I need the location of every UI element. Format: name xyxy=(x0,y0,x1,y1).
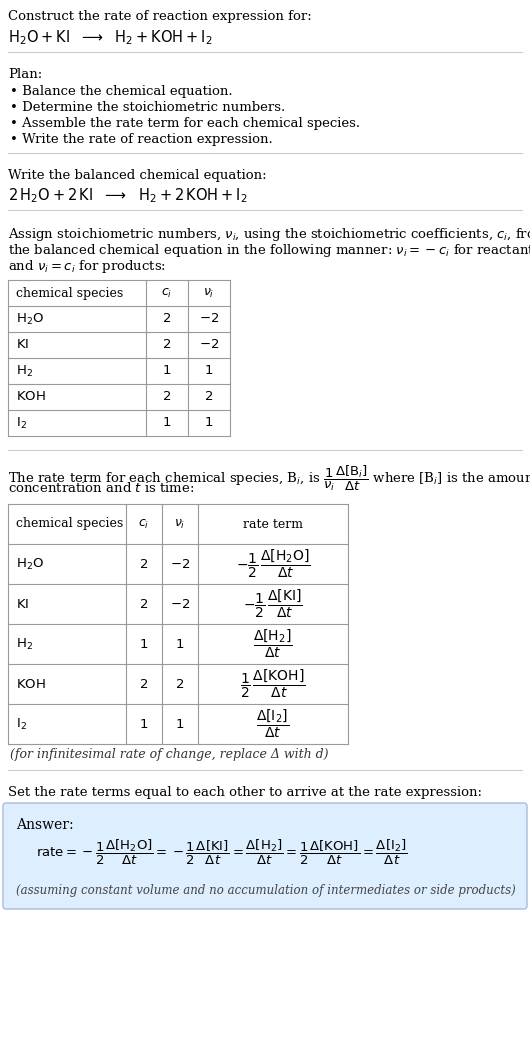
Text: $\mathrm{H_2}$: $\mathrm{H_2}$ xyxy=(16,637,33,651)
Text: concentration and $t$ is time:: concentration and $t$ is time: xyxy=(8,481,195,495)
Text: $\mathrm{KOH}$: $\mathrm{KOH}$ xyxy=(16,391,46,403)
Text: $\mathrm{I_2}$: $\mathrm{I_2}$ xyxy=(16,717,27,731)
Text: $\nu_i$: $\nu_i$ xyxy=(204,287,215,299)
Text: 2: 2 xyxy=(163,339,171,351)
Text: $\mathrm{I_2}$: $\mathrm{I_2}$ xyxy=(16,416,27,430)
Text: $\mathrm{KI}$: $\mathrm{KI}$ xyxy=(16,597,29,611)
Text: 2: 2 xyxy=(205,391,213,403)
FancyBboxPatch shape xyxy=(3,803,527,909)
Text: $\dfrac{\Delta[\mathrm{H_2}]}{\Delta t}$: $\dfrac{\Delta[\mathrm{H_2}]}{\Delta t}$ xyxy=(253,628,293,661)
Text: $\mathrm{rate} = -\dfrac{1}{2}\dfrac{\Delta[\mathrm{H_2O}]}{\Delta t} = -\dfrac{: $\mathrm{rate} = -\dfrac{1}{2}\dfrac{\De… xyxy=(36,838,408,867)
Text: 1: 1 xyxy=(163,365,171,377)
Text: $c_i$: $c_i$ xyxy=(161,287,173,299)
Text: Plan:: Plan: xyxy=(8,68,42,81)
Text: Assign stoichiometric numbers, $\nu_i$, using the stoichiometric coefficients, $: Assign stoichiometric numbers, $\nu_i$, … xyxy=(8,226,530,243)
Text: 1: 1 xyxy=(205,417,213,429)
Text: $-2$: $-2$ xyxy=(199,339,219,351)
Text: 1: 1 xyxy=(176,718,184,730)
Text: 1: 1 xyxy=(205,365,213,377)
Text: 2: 2 xyxy=(163,313,171,325)
Text: $\dfrac{\Delta[\mathrm{I_2}]}{\Delta t}$: $\dfrac{\Delta[\mathrm{I_2}]}{\Delta t}$ xyxy=(257,708,289,740)
Text: $-\dfrac{1}{2}\,\dfrac{\Delta[\mathrm{KI}]}{\Delta t}$: $-\dfrac{1}{2}\,\dfrac{\Delta[\mathrm{KI… xyxy=(243,588,303,620)
Text: the balanced chemical equation in the following manner: $\nu_i = -c_i$ for react: the balanced chemical equation in the fo… xyxy=(8,242,530,259)
Text: • Assemble the rate term for each chemical species.: • Assemble the rate term for each chemic… xyxy=(10,117,360,130)
Text: • Write the rate of reaction expression.: • Write the rate of reaction expression. xyxy=(10,133,273,146)
Text: chemical species: chemical species xyxy=(16,518,123,530)
Text: Set the rate terms equal to each other to arrive at the rate expression:: Set the rate terms equal to each other t… xyxy=(8,786,482,799)
Text: Answer:: Answer: xyxy=(16,818,74,832)
Text: $-2$: $-2$ xyxy=(170,557,190,571)
Text: 2: 2 xyxy=(140,597,148,611)
Text: $\mathrm{H_2O}$: $\mathrm{H_2O}$ xyxy=(16,312,44,326)
Text: $\mathrm{KI}$: $\mathrm{KI}$ xyxy=(16,339,29,351)
Text: $\dfrac{1}{2}\,\dfrac{\Delta[\mathrm{KOH}]}{\Delta t}$: $\dfrac{1}{2}\,\dfrac{\Delta[\mathrm{KOH… xyxy=(240,668,306,700)
Text: 2: 2 xyxy=(176,677,184,691)
Text: $\mathrm{H_2O + KI}$  $\longrightarrow$  $\mathrm{H_2 + KOH + I_2}$: $\mathrm{H_2O + KI}$ $\longrightarrow$ $… xyxy=(8,28,213,47)
Text: and $\nu_i = c_i$ for products:: and $\nu_i = c_i$ for products: xyxy=(8,258,166,275)
Text: • Determine the stoichiometric numbers.: • Determine the stoichiometric numbers. xyxy=(10,101,285,114)
Text: Construct the rate of reaction expression for:: Construct the rate of reaction expressio… xyxy=(8,10,312,23)
Text: $\mathrm{2\,H_2O + 2\,KI}$  $\longrightarrow$  $\mathrm{H_2 + 2\,KOH + I_2}$: $\mathrm{2\,H_2O + 2\,KI}$ $\longrightar… xyxy=(8,187,248,204)
Text: • Balance the chemical equation.: • Balance the chemical equation. xyxy=(10,85,233,98)
Text: $\mathrm{KOH}$: $\mathrm{KOH}$ xyxy=(16,677,46,691)
Text: 1: 1 xyxy=(176,638,184,650)
Text: The rate term for each chemical species, B$_i$, is $\dfrac{1}{\nu_i}\dfrac{\Delt: The rate term for each chemical species,… xyxy=(8,464,530,493)
Text: 1: 1 xyxy=(140,718,148,730)
Text: (for infinitesimal rate of change, replace Δ with d): (for infinitesimal rate of change, repla… xyxy=(10,748,329,761)
Text: chemical species: chemical species xyxy=(16,287,123,299)
Text: 1: 1 xyxy=(163,417,171,429)
Text: $\mathrm{H_2}$: $\mathrm{H_2}$ xyxy=(16,364,33,378)
Text: $-2$: $-2$ xyxy=(199,313,219,325)
Text: $-2$: $-2$ xyxy=(170,597,190,611)
Text: 2: 2 xyxy=(140,677,148,691)
Text: $\nu_i$: $\nu_i$ xyxy=(174,518,186,530)
Text: Write the balanced chemical equation:: Write the balanced chemical equation: xyxy=(8,169,267,182)
Text: 2: 2 xyxy=(140,557,148,571)
Text: $-\dfrac{1}{2}\,\dfrac{\Delta[\mathrm{H_2O}]}{\Delta t}$: $-\dfrac{1}{2}\,\dfrac{\Delta[\mathrm{H_… xyxy=(235,548,311,580)
Text: (assuming constant volume and no accumulation of intermediates or side products): (assuming constant volume and no accumul… xyxy=(16,884,516,897)
Text: 2: 2 xyxy=(163,391,171,403)
Text: $c_i$: $c_i$ xyxy=(138,518,149,530)
Text: 1: 1 xyxy=(140,638,148,650)
Text: rate term: rate term xyxy=(243,518,303,530)
Text: $\mathrm{H_2O}$: $\mathrm{H_2O}$ xyxy=(16,556,44,572)
